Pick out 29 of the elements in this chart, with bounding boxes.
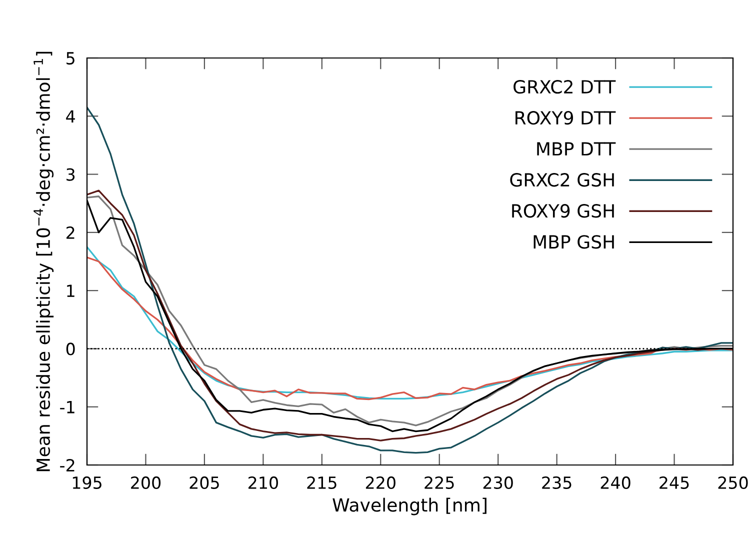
x-axis-title: Wavelength [nm]: [332, 498, 486, 516]
y-tick-label: 4: [66, 110, 75, 122]
x-tick-label: 245: [660, 476, 689, 490]
y-tick-label: 5: [66, 52, 74, 65]
legend-label: GRXC2 GSH: [510, 173, 614, 187]
x-tick-label: 240: [600, 476, 630, 490]
x-tick-label: 235: [542, 476, 572, 490]
x-tick-label: 250: [718, 476, 748, 490]
legend-label: MBP DTT: [537, 142, 616, 156]
x-tick-label: 205: [190, 476, 219, 490]
y-tick-label: -1: [60, 401, 74, 414]
y-tick-label: -2: [60, 458, 74, 472]
x-tick-label: 210: [248, 476, 278, 490]
legend-label: GRXC2 DTT: [514, 80, 616, 94]
y-tick-label: 1: [67, 284, 74, 297]
legend-label: MBP GSH: [534, 235, 614, 249]
x-tick-label: 225: [424, 476, 454, 490]
x-tick-label: 215: [307, 476, 336, 490]
x-tick-label: 220: [366, 476, 396, 490]
legend-label: ROXY9 DTT: [516, 111, 616, 125]
x-tick-label: 200: [131, 476, 161, 490]
line-series: [87, 106, 733, 454]
y-tick-label: 3: [66, 168, 75, 181]
y-axis-title: Mean residue ellipticity [10$^{−4}$·deg·cm²·dmol$^{−1}$]: [34, 52, 54, 472]
y-tick-label: 0: [66, 342, 75, 356]
y-tick-label: 2: [66, 226, 74, 239]
x-tick-label: 230: [483, 476, 513, 490]
x-tick-label: 195: [72, 476, 102, 490]
legend-label: ROXY9 GSH: [512, 204, 614, 218]
